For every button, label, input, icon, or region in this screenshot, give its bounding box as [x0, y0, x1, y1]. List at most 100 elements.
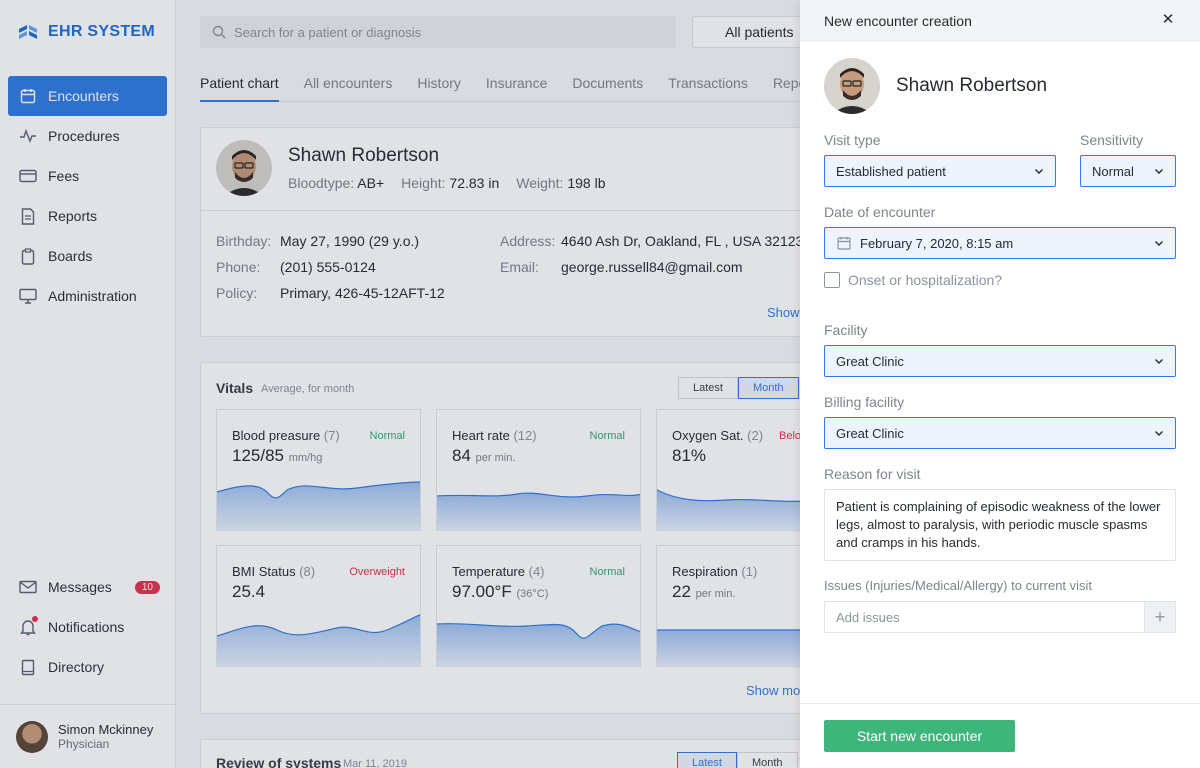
vital-card-temperature[interactable]: Temperature (4) Normal 97.00°F (36°C)	[436, 545, 641, 667]
chevron-down-icon	[1155, 359, 1163, 364]
bell-icon	[19, 616, 38, 636]
add-issue-button[interactable]: +	[1144, 602, 1175, 632]
issues-label: Issues (Injuries/Medical/Allergy) to cur…	[824, 578, 1093, 593]
vital-unit: (36°C)	[516, 588, 549, 600]
document-icon	[19, 207, 37, 225]
vital-count: (2)	[747, 428, 764, 443]
billing-facility-value: Great Clinic	[836, 425, 904, 441]
vital-card-bmi[interactable]: BMI Status (8) Overweight 25.4	[216, 545, 421, 667]
tab-patient-chart[interactable]: Patient chart	[200, 64, 279, 102]
sidebar-item-fees[interactable]: Fees	[8, 156, 167, 196]
vital-count: (7)	[323, 428, 340, 443]
patient-info-left: Birthday: May 27, 1990 (29 y.o.) Phone: (2…	[216, 228, 445, 306]
vital-name: BMI Status	[232, 564, 296, 579]
onset-label: Onset or hospitalization?	[848, 272, 1003, 288]
vital-status: Normal	[369, 430, 405, 442]
app-logo[interactable]: EHR SYSTEM	[17, 21, 155, 43]
sidebar-item-label: Reports	[48, 208, 98, 224]
logo-icon	[19, 25, 37, 39]
start-encounter-button[interactable]: Start new encounter	[824, 720, 1015, 752]
current-user[interactable]: Simon Mckinney Physician	[0, 704, 176, 768]
address-label: Address:	[500, 233, 556, 249]
policy-label: Policy:	[216, 285, 258, 301]
phone-label: Phone:	[216, 259, 261, 275]
review-period-toggle: Latest Month	[677, 752, 798, 768]
modal-backdrop[interactable]	[0, 0, 800, 768]
vital-name: Blood preasure	[232, 428, 321, 443]
reason-textarea[interactable]: Patient is complaining of episodic weakn…	[824, 489, 1176, 561]
tab-all-encounters[interactable]: All encounters	[303, 75, 393, 91]
birthday-label: Birthday:	[216, 233, 272, 249]
visit-type-label: Visit type	[824, 132, 881, 148]
sidebar-item-messages[interactable]: Messages 10	[8, 567, 167, 607]
tab-documents[interactable]: Documents	[572, 75, 644, 91]
vitals-title: Vitals	[216, 380, 254, 396]
logo-text: EHR SYSTEM	[48, 23, 156, 40]
tab-history[interactable]: History	[417, 75, 461, 91]
messages-count-badge: 10	[134, 580, 160, 594]
onset-checkbox[interactable]	[824, 272, 840, 288]
sidebar-item-label: Procedures	[48, 128, 120, 144]
vital-name: Heart rate	[452, 428, 510, 443]
panel-header: New encounter creation	[800, 0, 1200, 42]
vital-unit: per min.	[695, 588, 736, 600]
weight-value: 198 lb	[567, 175, 606, 191]
plus-icon: +	[1154, 606, 1166, 627]
vital-value: 84	[452, 446, 471, 465]
review-latest-button[interactable]: Latest	[677, 752, 737, 768]
phone-value: (201) 555-0124	[280, 259, 376, 275]
height-label: Height:	[401, 175, 446, 191]
tab-insurance[interactable]: Insurance	[485, 75, 548, 91]
review-month-button[interactable]: Month	[736, 752, 798, 768]
review-title: Review of systems	[216, 755, 342, 768]
search-input[interactable]: Search for a patient or diagnosis	[200, 16, 676, 48]
sidebar-item-procedures[interactable]: Procedures	[8, 116, 167, 156]
vitals-latest-button[interactable]: Latest	[678, 377, 738, 399]
bloodtype-value: AB+	[357, 175, 385, 191]
sidebar-item-label: Encounters	[48, 88, 119, 104]
chevron-down-icon	[1035, 169, 1043, 174]
patients-filter-label: All patients	[725, 24, 794, 40]
email-value: george.russell84@gmail.com	[561, 259, 743, 275]
sidebar: EHR SYSTEM Encounters Procedures Fees Re…	[0, 0, 176, 768]
calendar-icon	[19, 87, 37, 105]
close-icon[interactable]: ✕	[1161, 11, 1175, 28]
review-date: Mar 11, 2019	[343, 758, 408, 768]
vital-name: Temperature	[452, 564, 525, 579]
facility-select[interactable]: Great Clinic	[824, 345, 1176, 377]
sidebar-item-label: Administration	[48, 288, 137, 304]
sidebar-item-boards[interactable]: Boards	[8, 236, 167, 276]
date-picker[interactable]: February 7, 2020, 8:15 am	[824, 227, 1176, 259]
sidebar-item-notifications[interactable]: Notifications	[8, 607, 167, 647]
sidebar-item-directory[interactable]: Directory	[8, 647, 167, 687]
vitals-show-more-link[interactable]: Show mor	[746, 683, 805, 698]
panel-patient-name: Shawn Robertson	[896, 75, 1048, 96]
clipboard-icon	[19, 247, 37, 265]
facility-label: Facility	[824, 322, 868, 338]
vitals-month-button[interactable]: Month	[737, 377, 799, 399]
address-value: 4640 Ash Dr, Oakland, FL , USA 32123	[561, 233, 804, 249]
vital-status: Normal	[589, 430, 625, 442]
vital-sparkline	[217, 614, 420, 666]
sidebar-item-encounters[interactable]: Encounters	[8, 76, 167, 116]
vital-unit: per min.	[475, 452, 516, 464]
show-more-link[interactable]: Show	[767, 305, 800, 320]
sensitivity-select[interactable]: Normal	[1080, 155, 1176, 187]
visit-type-select[interactable]: Established patient	[824, 155, 1056, 187]
onset-checkbox-row[interactable]: Onset or hospitalization?	[824, 272, 1002, 288]
tab-transactions[interactable]: Transactions	[668, 75, 748, 91]
mail-icon	[19, 578, 37, 596]
patient-avatar	[216, 140, 272, 196]
vital-card-blood-pressure[interactable]: Blood preasure (7) Normal 125/85 mm/hg	[216, 409, 421, 531]
vital-card-heart-rate[interactable]: Heart rate (12) Normal 84 per min.	[436, 409, 641, 531]
sidebar-item-administration[interactable]: Administration	[8, 276, 167, 316]
billing-facility-select[interactable]: Great Clinic	[824, 417, 1176, 449]
weight-label: Weight:	[516, 175, 564, 191]
date-value: February 7, 2020, 8:15 am	[860, 235, 1014, 251]
issues-input[interactable]: Add issues +	[824, 601, 1176, 633]
sidebar-item-reports[interactable]: Reports	[8, 196, 167, 236]
vital-value: 125/85	[232, 446, 284, 465]
monitor-icon	[19, 287, 37, 305]
chevron-down-icon	[1155, 431, 1163, 436]
vital-sparkline	[437, 623, 640, 666]
